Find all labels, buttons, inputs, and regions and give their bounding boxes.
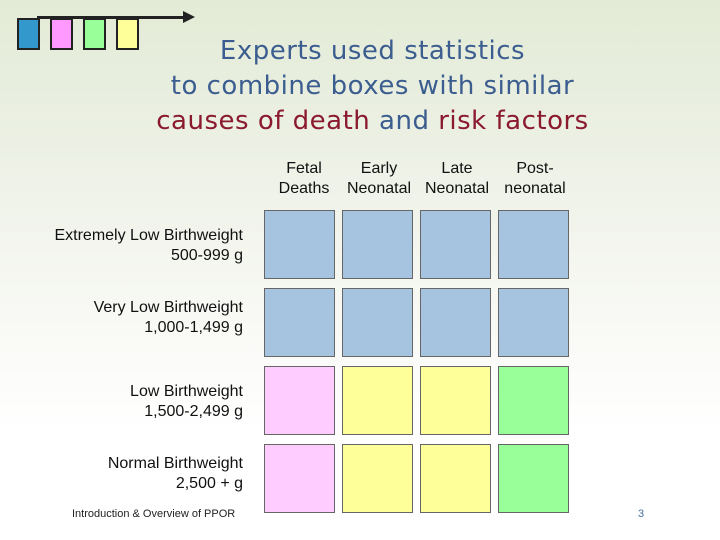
grid-cell-blue: [420, 210, 491, 279]
title-line-3: causes of death and risk factors: [140, 104, 605, 139]
grid-cell-blue: [264, 210, 335, 279]
title-causes-of-death: causes of death: [156, 106, 371, 136]
logo-square-4: [116, 18, 139, 50]
footer-text: Introduction & Overview of PPOR: [72, 508, 236, 520]
page-number: 3: [638, 508, 645, 520]
column-header-post-neonatal: Post- neonatal: [504, 160, 566, 197]
logo-square-3: [83, 18, 106, 50]
slide-title: Experts used statistics to combine boxes…: [140, 34, 605, 139]
logo-arrow-line: [37, 16, 185, 19]
logo-arrow-head-icon: [183, 11, 195, 23]
logo-square-1: [17, 18, 40, 50]
row-label-very-low-birthweight: Very Low Birthweight 1,000-1,499 g: [93, 299, 243, 336]
column-header-early-neonatal: Early Neonatal: [346, 160, 412, 197]
logo-square-2: [50, 18, 73, 50]
row-label-extremely-low-birthweight: Extremely Low Birthweight 500-999 g: [54, 227, 243, 264]
column-header-fetal-deaths: Fetal Deaths: [278, 160, 330, 197]
row-label-normal-birthweight: Normal Birthweight 2,500 + g: [107, 455, 243, 492]
row-label-low-birthweight: Low Birthweight 1,500-2,499 g: [130, 383, 243, 420]
grid-cell-blue: [498, 210, 569, 279]
grid-cell-pink: [264, 444, 335, 513]
column-header-late-neonatal: Late Neonatal: [424, 160, 490, 197]
ppor-logo: [17, 10, 195, 54]
title-risk-factors: risk factors: [438, 106, 589, 136]
grid-cell-yellow: [420, 366, 491, 435]
grid-cell-blue: [420, 288, 491, 357]
title-line-2: to combine boxes with similar: [170, 71, 575, 101]
grid-cell-blue: [342, 210, 413, 279]
grid-cell-yellow: [420, 444, 491, 513]
grid-cell-green: [498, 444, 569, 513]
grid-cell-blue: [498, 288, 569, 357]
grid-cell-blue: [264, 288, 335, 357]
grid-cell-green: [498, 366, 569, 435]
grid-cell-yellow: [342, 444, 413, 513]
grid-cell-blue: [342, 288, 413, 357]
title-line-1: Experts used statistics: [219, 36, 526, 66]
grid-cell-pink: [264, 366, 335, 435]
title-and: and: [370, 106, 439, 136]
grid-cell-yellow: [342, 366, 413, 435]
